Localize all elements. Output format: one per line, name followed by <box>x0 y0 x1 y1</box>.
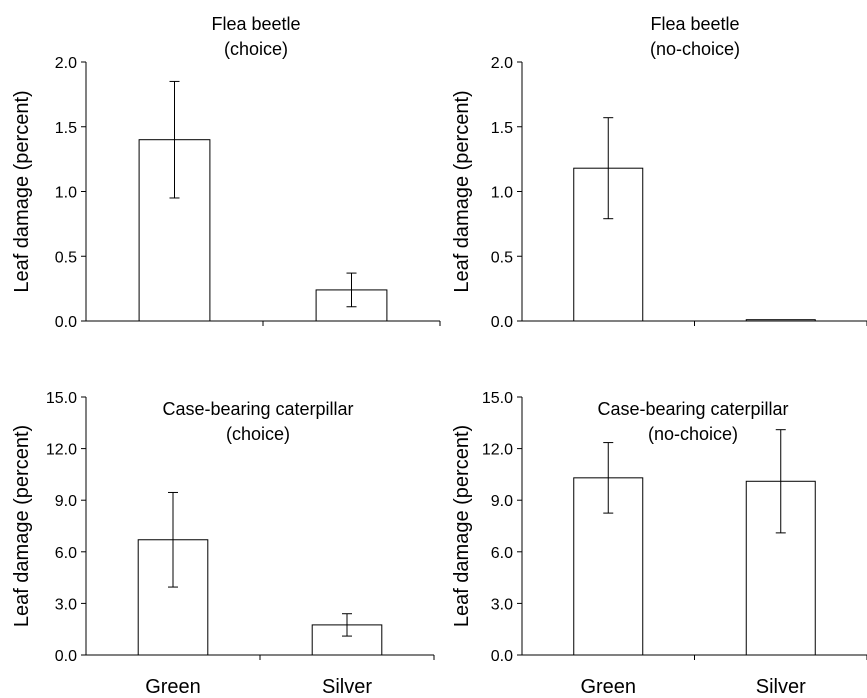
chart-panel-3: 0.0 3.0 6.0 9.0 12.0 15.0 Green Silver Case-bear… <box>11 390 435 698</box>
chart-panel-4: 0.0 3.0 6.0 9.0 12.0 15.0 Green Silver Case-bear… <box>451 390 867 698</box>
chart-title: (choice) <box>226 424 290 444</box>
x-category-label: Green <box>580 676 636 698</box>
chart-title: Case-bearing caterpillar <box>162 399 353 419</box>
y-tick-label: 15.0 <box>482 390 513 407</box>
y-tick-label: 3.0 <box>55 596 77 613</box>
chart-panel-2: 0.0 0.5 1.0 1.5 2.0 Flea beetle (no-choice) Lea… <box>451 14 867 331</box>
y-tick-label: 0.5 <box>491 249 513 266</box>
y-tick-label: 9.0 <box>491 493 513 510</box>
chart-title: (no-choice) <box>650 39 740 59</box>
chart-title: (no-choice) <box>648 424 738 444</box>
y-tick-label: 2.0 <box>491 55 513 72</box>
bar-silver <box>745 319 816 322</box>
x-category-label: Green <box>145 676 201 698</box>
y-tick-label: 2.0 <box>55 55 77 72</box>
y-tick-label: 0.0 <box>491 648 513 665</box>
y-axis-label: Leaf damage (percent) <box>11 425 33 627</box>
y-axis-label: Leaf damage (percent) <box>451 425 473 627</box>
chart-title: Flea beetle <box>650 14 739 34</box>
y-tick-label: 12.0 <box>482 442 513 459</box>
x-category-label: Silver <box>756 676 806 698</box>
y-axis-label: Leaf damage (percent) <box>451 90 473 292</box>
y-tick-label: 1.5 <box>55 120 77 137</box>
y-tick-label: 1.0 <box>55 185 77 202</box>
chart-title: Flea beetle <box>211 14 300 34</box>
y-tick-label: 9.0 <box>55 493 77 510</box>
x-category-label: Silver <box>322 676 372 698</box>
y-tick-label: 0.0 <box>55 314 77 331</box>
y-axis-label: Leaf damage (percent) <box>11 90 33 292</box>
y-tick-label: 3.0 <box>491 596 513 613</box>
y-tick-label: 6.0 <box>55 545 77 562</box>
y-tick-label: 6.0 <box>491 545 513 562</box>
chart-title: (choice) <box>224 39 288 59</box>
y-tick-label: 1.5 <box>491 120 513 137</box>
y-tick-label: 0.0 <box>491 314 513 331</box>
y-tick-label: 1.0 <box>491 185 513 202</box>
y-tick-label: 0.0 <box>55 648 77 665</box>
chart-panel-1: 0.0 0.5 1.0 1.5 2.0 Flea beetle (choice) Leaf d… <box>11 14 441 331</box>
chart-title: Case-bearing caterpillar <box>597 399 788 419</box>
y-tick-label: 0.5 <box>55 249 77 266</box>
y-tick-label: 15.0 <box>46 390 77 407</box>
y-tick-label: 12.0 <box>46 442 77 459</box>
